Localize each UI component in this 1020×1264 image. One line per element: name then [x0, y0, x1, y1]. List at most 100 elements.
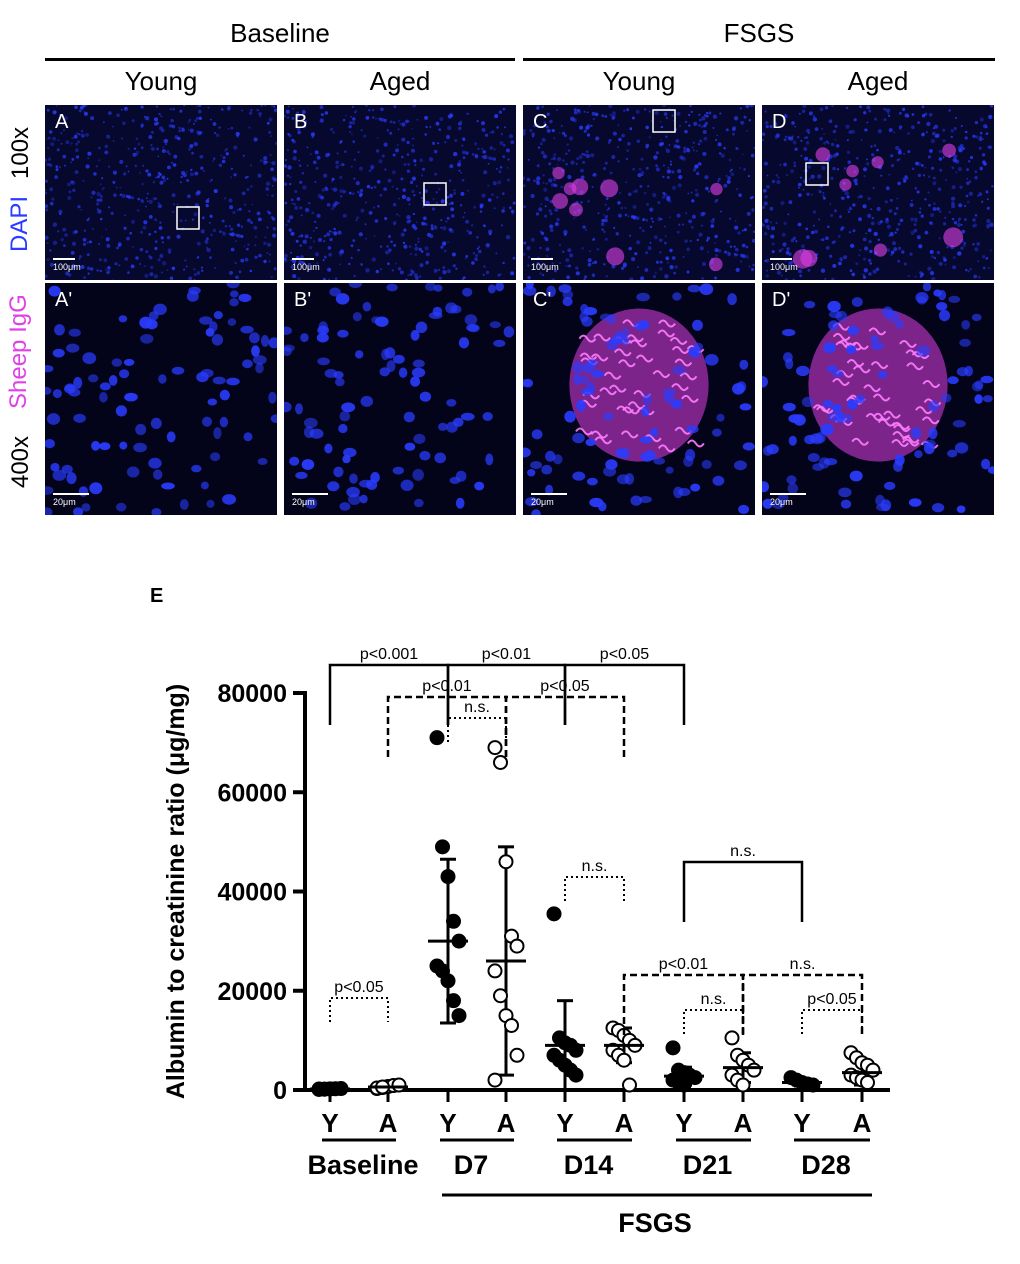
micrograph-image [762, 105, 994, 280]
data-point [860, 1075, 875, 1091]
data-point [435, 839, 450, 855]
significance-bracket [682, 860, 804, 922]
x-tick-label: Y [556, 1108, 573, 1138]
inset-box [423, 182, 447, 206]
x-tick-label: A [734, 1108, 753, 1138]
micrograph-100x-1: B 100μm [284, 105, 516, 280]
chart-panel-letter: E [150, 585, 163, 607]
y-tick-label: 60000 [217, 779, 287, 807]
stain-label-dapi: DAPI [6, 196, 33, 253]
y-tick-label: 80000 [217, 680, 287, 708]
micrograph-400x-1: B' 20μm [284, 283, 516, 515]
panel-letter: B' [294, 289, 312, 311]
significance-label: p<0.01 [422, 678, 471, 695]
significance-bracket [329, 997, 389, 1022]
x-tick-label: A [853, 1108, 872, 1138]
data-point [440, 973, 456, 989]
data-point [440, 869, 456, 885]
albumin-creatinine-chart: E Albumin to creatinine ratio (μg/mg) 0 200… [150, 585, 890, 1238]
significance-bracket [801, 1009, 863, 1034]
scale-bar: 20μm [53, 493, 89, 507]
column-label-fsgs-young: Young [602, 66, 676, 96]
data-point [568, 1067, 584, 1083]
micrograph-image [284, 105, 516, 280]
micrograph-100x-2: C 100μm [523, 105, 755, 280]
group-rule-baseline [45, 58, 515, 61]
inset-box [805, 162, 829, 186]
group-label-baseline: Baseline [230, 18, 330, 48]
fsgs-label: FSGS [618, 1208, 692, 1238]
magnification-label-100x: 100x [7, 126, 34, 179]
scale-bar-label: 100μm [770, 262, 798, 272]
scale-bar-label: 20μm [770, 497, 793, 507]
data-point [446, 993, 461, 1009]
data-point [746, 1062, 762, 1078]
data-point [504, 1017, 519, 1033]
scale-bar: 100μm [292, 258, 320, 272]
timepoint-label: D14 [564, 1150, 614, 1180]
panel-letter: B [294, 111, 308, 133]
x-tick-label: Y [321, 1108, 338, 1138]
scale-bar: 20μm [292, 493, 328, 507]
significance-bracket [328, 663, 450, 725]
data-point [429, 730, 445, 746]
data-point [509, 938, 525, 954]
significance-bracket [446, 663, 567, 725]
stain-label-sheep-igg: Sheep IgG [5, 294, 32, 409]
data-point [676, 1077, 692, 1093]
panel-letter: A' [55, 289, 73, 311]
y-tick-label: 0 [273, 1077, 287, 1105]
micrograph-100x-3: D 100μm [762, 105, 994, 280]
column-label-baseline-young: Young [124, 66, 198, 96]
scale-bar-label: 100μm [292, 262, 320, 272]
scale-bar: 100μm [770, 258, 798, 272]
data-point [446, 913, 461, 929]
micrograph-100x-0: A 100μm [45, 105, 277, 280]
y-axis-label: Albumin to creatinine ratio (μg/mg) [162, 684, 190, 1099]
column-label-baseline-aged: Aged [369, 66, 431, 96]
x-tick-label: Y [675, 1108, 692, 1138]
significance-bracket [564, 876, 625, 901]
significance-bracket [741, 973, 864, 1035]
significance-label: p<0.05 [540, 678, 589, 695]
data-point [735, 1077, 751, 1093]
x-tick-label: A [497, 1108, 516, 1138]
data-point [616, 1052, 632, 1068]
significance-label: p<0.05 [600, 646, 649, 663]
scale-bar: 100μm [531, 258, 559, 272]
significance-label: p<0.05 [334, 979, 383, 996]
data-point [546, 906, 562, 922]
significance-label: n.s. [701, 991, 727, 1008]
timepoint-label: D28 [801, 1150, 851, 1180]
x-tick-label: A [615, 1108, 634, 1138]
x-tick-label: Y [439, 1108, 456, 1138]
scale-bar: 100μm [53, 258, 81, 272]
significance-bracket [622, 973, 745, 1035]
micrograph-400x-3: D' 20μm [762, 283, 994, 515]
significance-label: n.s. [730, 843, 756, 860]
data-point [865, 1062, 881, 1078]
micrograph-image [45, 283, 277, 515]
y-tick-label: 20000 [217, 978, 287, 1006]
micrograph-400x-2: C' 20μm [523, 283, 755, 515]
scale-bar-label: 100μm [53, 262, 81, 272]
x-tick-label: A [379, 1108, 398, 1138]
data-point [568, 1042, 584, 1058]
scale-bar: 20μm [770, 493, 806, 507]
magnification-label-400x: 400x [7, 435, 34, 489]
significance-label: n.s. [582, 858, 608, 875]
data-point [724, 1030, 740, 1046]
panel-letter: A [55, 111, 69, 133]
scale-bar-label: 20μm [53, 497, 76, 507]
column-label-fsgs-aged: Aged [847, 66, 909, 96]
significance-label: n.s. [464, 699, 490, 716]
significance-bracket [563, 663, 686, 725]
panel-letter: D' [772, 289, 791, 311]
scale-bar-label: 20μm [292, 497, 315, 507]
data-point [509, 1047, 525, 1063]
timepoint-label: D7 [454, 1150, 489, 1180]
y-tick-label: 40000 [217, 879, 287, 907]
data-point [487, 963, 503, 979]
micrograph-image [523, 283, 755, 515]
data-point [665, 1040, 681, 1056]
